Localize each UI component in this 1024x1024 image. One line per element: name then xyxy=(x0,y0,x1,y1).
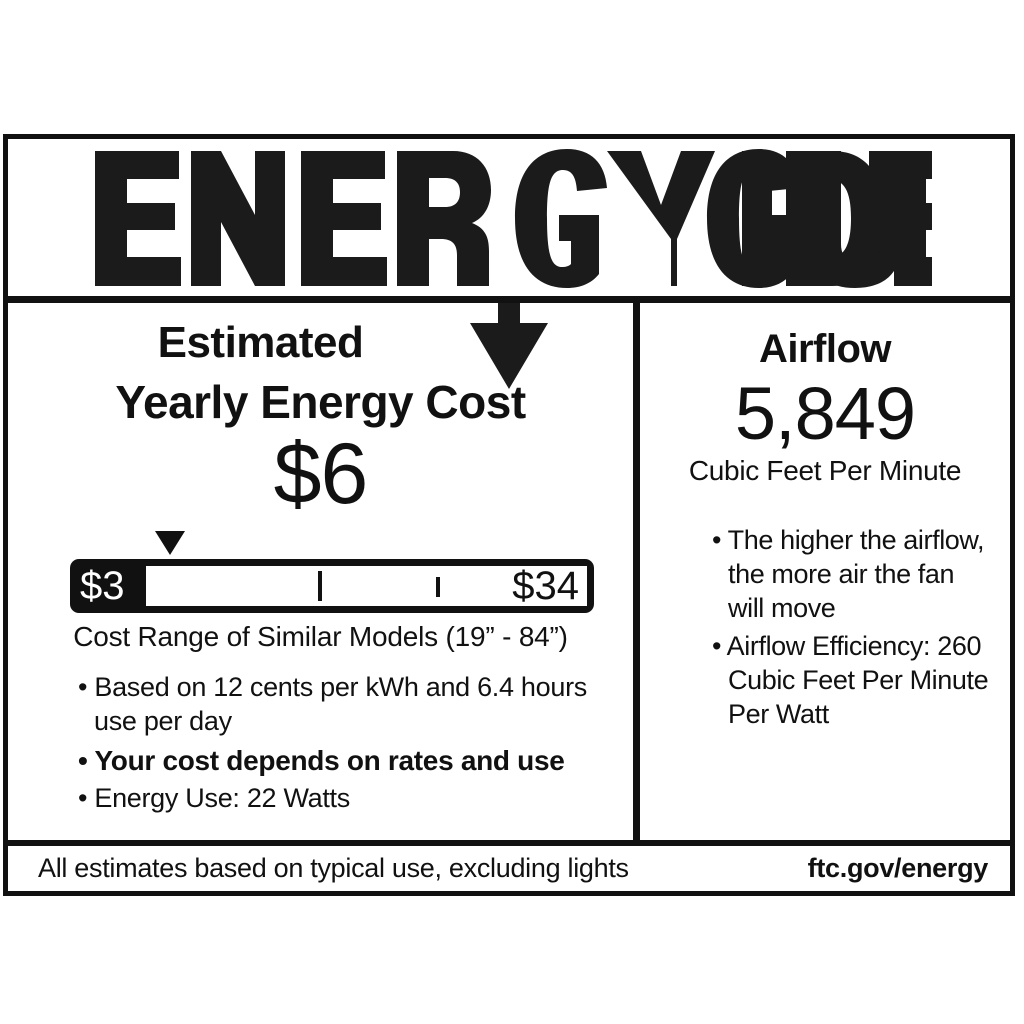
list-item: • Your cost depends on rates and use xyxy=(78,744,565,776)
energyguide-wordmark-icon-tail xyxy=(742,151,932,286)
estimated-cost-value: $6 xyxy=(273,426,369,522)
cost-range-caption: Cost Range of Similar Models (19” - 84”) xyxy=(73,621,568,652)
energyguide-label: Estimated Yearly Energy Cost $6 $3 $34 C… xyxy=(3,134,1015,896)
estimated-cost-panel: Estimated Yearly Energy Cost $6 $3 $34 C… xyxy=(8,303,640,840)
label-footer: All estimates based on typical use, excl… xyxy=(8,840,1010,891)
down-arrow-icon xyxy=(470,303,548,389)
cost-range-track: $34 xyxy=(146,566,587,606)
cost-range-tick-major xyxy=(318,571,322,601)
cost-range-bar: $3 $34 xyxy=(70,559,594,613)
label-header xyxy=(8,139,1010,303)
footer-disclaimer: All estimates based on typical use, excl… xyxy=(38,853,629,883)
label-body: Estimated Yearly Energy Cost $6 $3 $34 C… xyxy=(8,303,1010,840)
airflow-value: 5,849 xyxy=(734,372,916,455)
list-item: • Energy Use: 22 Watts xyxy=(78,782,350,813)
airflow-units: Cubic Feet Per Minute xyxy=(688,454,962,486)
cost-range-scale: $3 $34 xyxy=(8,531,633,619)
footer-url[interactable]: ftc.gov/energy xyxy=(807,853,989,883)
list-item: • Based on 12 cents per kWh and 6.4 hour… xyxy=(78,672,587,736)
estimated-heading-line2: Yearly Energy Cost xyxy=(115,376,526,428)
cost-range-tick-minor xyxy=(436,577,440,597)
airflow-panel: Airflow 5,849 Cubic Feet Per Minute • Th… xyxy=(640,303,1010,840)
airflow-title: Airflow xyxy=(758,327,892,371)
energyguide-logo xyxy=(8,139,1010,303)
estimated-heading-line1: Estimated xyxy=(157,318,364,367)
cost-marker-triangle-icon xyxy=(155,531,185,555)
list-item: • The higher the airflow, the more air t… xyxy=(712,524,985,624)
left-bullet-list: • Based on 12 cents per kWh and 6.4 hour… xyxy=(38,671,633,815)
cost-range-high-label: $34 xyxy=(512,564,579,608)
right-bullet-list: • The higher the airflow, the more air t… xyxy=(672,523,996,732)
list-item: • Airflow Efficiency: 260 Cubic Feet Per… xyxy=(712,630,989,730)
cost-range-low-label: $3 xyxy=(80,564,125,608)
